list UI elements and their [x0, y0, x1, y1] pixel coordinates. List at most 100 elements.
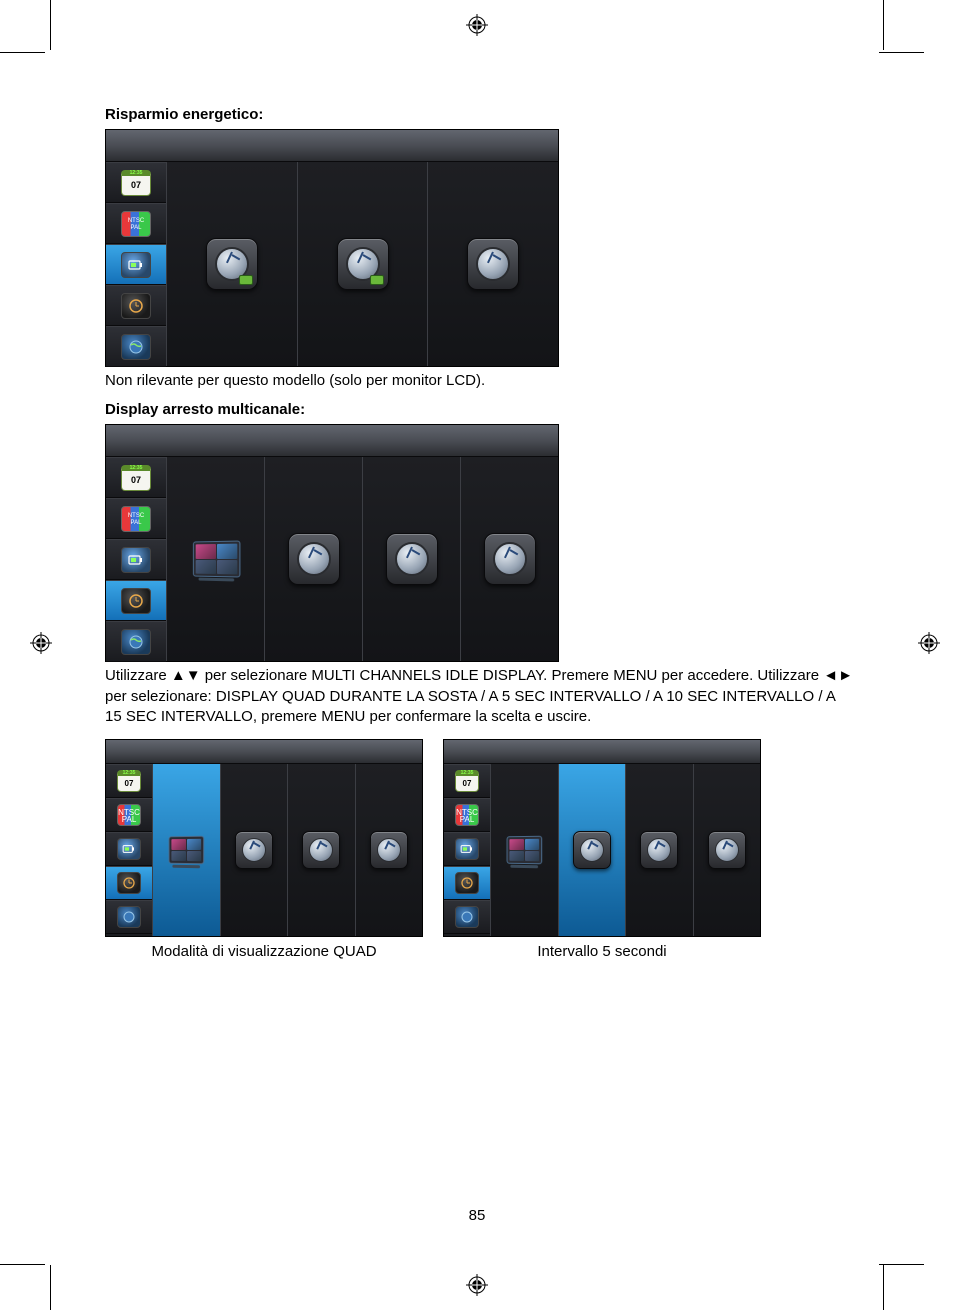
registration-mark-icon	[466, 14, 488, 36]
sidebar-item-datetime[interactable]: 07	[106, 457, 166, 498]
sidebar-item-language[interactable]	[106, 621, 166, 662]
crop-mark	[879, 1264, 924, 1265]
calendar-icon: 07	[455, 770, 479, 792]
instructions-multichannel: Utilizzare ▲▼ per selezionare MULTI CHAN…	[105, 666, 853, 727]
option-col[interactable]	[297, 162, 428, 366]
registration-mark-icon	[466, 1274, 488, 1296]
sidebar: 07 NTSCPAL	[106, 457, 166, 661]
option-col[interactable]	[427, 162, 558, 366]
timer-icon	[484, 533, 536, 585]
option-15sec[interactable]	[693, 764, 761, 936]
screenshot-pair: 07 NTSCPAL Modalità di visualizzazione Q…	[105, 739, 853, 960]
sidebar-item-idle[interactable]	[106, 580, 166, 621]
timer-icon	[302, 831, 340, 869]
timer-icon	[386, 533, 438, 585]
calendar-icon: 07	[117, 770, 141, 792]
battery-icon	[455, 838, 479, 860]
globe-icon	[121, 629, 151, 655]
power-timer-icon	[337, 238, 389, 290]
ntsc-pal-icon: NTSCPAL	[117, 804, 141, 826]
option-10sec[interactable]	[362, 457, 460, 661]
power-timer-icon	[206, 238, 258, 290]
crop-mark	[883, 0, 884, 50]
sidebar-item-datetime[interactable]: 07	[444, 764, 490, 798]
sidebar-item-idle[interactable]	[106, 866, 152, 900]
crop-mark	[879, 52, 924, 53]
option-col[interactable]	[166, 162, 297, 366]
option-quad[interactable]	[490, 764, 558, 936]
battery-icon	[121, 252, 151, 278]
caption-5sec: Intervallo 5 secondi	[537, 943, 666, 960]
crop-mark	[0, 52, 45, 53]
crop-mark	[50, 0, 51, 50]
sidebar-item-powersave[interactable]	[106, 244, 166, 285]
screenshot-power-save: 07 NTSCPAL	[105, 129, 559, 367]
option-10sec[interactable]	[625, 764, 693, 936]
timer-icon	[370, 831, 408, 869]
timer-icon	[467, 238, 519, 290]
sidebar-item-tvformat[interactable]: NTSCPAL	[106, 498, 166, 539]
option-15sec[interactable]	[460, 457, 558, 661]
quad-display-icon	[507, 836, 543, 865]
sidebar-item-idle[interactable]	[444, 866, 490, 900]
page-content: Risparmio energetico: 07 NTSCPAL Non ril…	[105, 106, 853, 960]
sidebar-item-datetime[interactable]: 07	[106, 162, 166, 203]
battery-icon	[121, 547, 151, 573]
options-row	[152, 764, 422, 936]
option-15sec[interactable]	[355, 764, 423, 936]
crop-mark	[50, 1265, 51, 1310]
screenshot-multichannel: 07 NTSCPAL	[105, 424, 559, 662]
title-bar	[106, 425, 558, 457]
option-quad[interactable]	[166, 457, 264, 661]
sidebar-item-datetime[interactable]: 07	[106, 764, 152, 798]
quad-display-icon	[169, 836, 205, 865]
sidebar: 07 NTSCPAL	[106, 162, 166, 366]
globe-icon	[117, 906, 141, 928]
ntsc-pal-icon: NTSCPAL	[455, 804, 479, 826]
registration-mark-icon	[918, 632, 940, 654]
section-title-power-save: Risparmio energetico:	[105, 106, 853, 123]
crop-mark	[0, 1264, 45, 1265]
sidebar-item-powersave[interactable]	[444, 832, 490, 866]
calendar-icon: 07	[121, 170, 151, 196]
clock-icon	[121, 293, 151, 319]
sidebar-item-language[interactable]	[106, 900, 152, 934]
sidebar: 07 NTSCPAL	[106, 764, 152, 936]
option-5sec[interactable]	[264, 457, 362, 661]
crop-mark	[883, 1265, 884, 1310]
option-5sec[interactable]	[558, 764, 626, 936]
quad-display-icon	[192, 541, 240, 578]
options-row	[166, 162, 558, 366]
sidebar-item-tvformat[interactable]: NTSCPAL	[444, 798, 490, 832]
sidebar-item-language[interactable]	[106, 326, 166, 367]
timer-icon	[573, 831, 611, 869]
screenshot-5sec: 07 NTSCPAL	[443, 739, 761, 937]
screenshot-quad-mode: 07 NTSCPAL	[105, 739, 423, 937]
options-row	[166, 457, 558, 661]
option-10sec[interactable]	[287, 764, 355, 936]
battery-icon	[117, 838, 141, 860]
timer-icon	[288, 533, 340, 585]
timer-icon	[708, 831, 746, 869]
globe-icon	[455, 906, 479, 928]
option-quad[interactable]	[152, 764, 220, 936]
clock-icon	[121, 588, 151, 614]
timer-icon	[640, 831, 678, 869]
ntsc-pal-icon: NTSCPAL	[121, 506, 151, 532]
option-5sec[interactable]	[220, 764, 288, 936]
caption-quad: Modalità di visualizzazione QUAD	[151, 943, 376, 960]
sidebar-item-idle[interactable]	[106, 285, 166, 326]
registration-mark-icon	[30, 632, 52, 654]
sidebar-item-tvformat[interactable]: NTSCPAL	[106, 798, 152, 832]
sidebar-item-language[interactable]	[444, 900, 490, 934]
section-title-multichannel: Display arresto multicanale:	[105, 401, 853, 418]
sidebar-item-tvformat[interactable]: NTSCPAL	[106, 203, 166, 244]
caption-power-save: Non rilevante per questo modello (solo p…	[105, 371, 853, 391]
options-row	[490, 764, 760, 936]
sidebar-item-powersave[interactable]	[106, 832, 152, 866]
page-number: 85	[0, 1207, 954, 1224]
sidebar: 07 NTSCPAL	[444, 764, 490, 936]
ntsc-pal-icon: NTSCPAL	[121, 211, 151, 237]
title-bar	[444, 740, 760, 764]
sidebar-item-powersave[interactable]	[106, 539, 166, 580]
